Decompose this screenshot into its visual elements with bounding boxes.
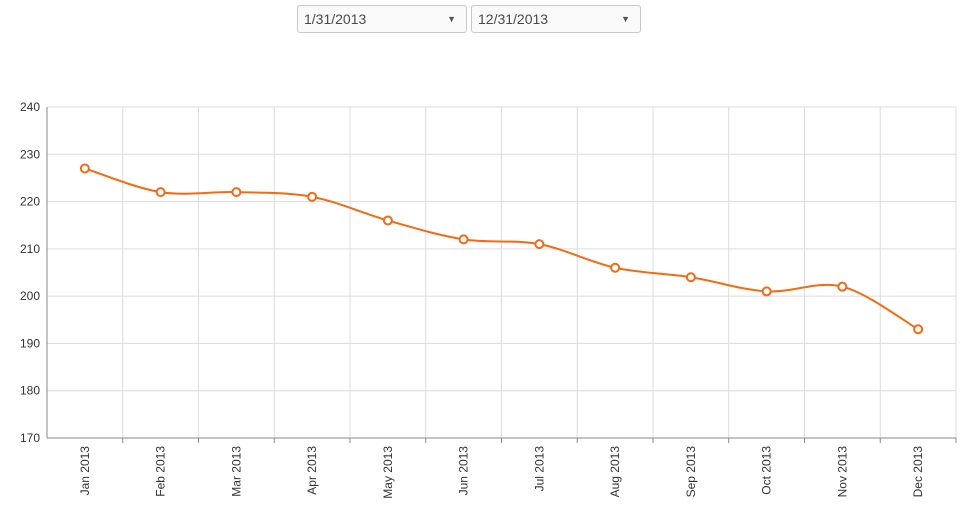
x-tick-label: Jan 2013 bbox=[78, 446, 92, 496]
data-point bbox=[685, 272, 696, 283]
y-tick-label: 170 bbox=[20, 431, 40, 445]
data-point bbox=[761, 286, 772, 297]
y-tick-label: 190 bbox=[20, 336, 40, 350]
x-tick-label: Feb 2013 bbox=[154, 446, 168, 497]
x-tick-label: Dec 2013 bbox=[911, 446, 925, 498]
y-tick-label: 180 bbox=[20, 384, 40, 398]
x-tick-label: Mar 2013 bbox=[229, 446, 243, 497]
data-point bbox=[534, 239, 545, 250]
y-tick-label: 240 bbox=[20, 100, 40, 114]
y-tick-label: 210 bbox=[20, 242, 40, 256]
data-point bbox=[307, 191, 318, 202]
x-tick-label: May 2013 bbox=[381, 446, 395, 499]
data-point bbox=[610, 262, 621, 273]
end-date-value: 12/31/2013 bbox=[478, 11, 549, 27]
data-point bbox=[155, 187, 166, 198]
dropdown-arrow-icon: ▼ bbox=[447, 14, 456, 24]
data-point bbox=[382, 215, 393, 226]
y-tick-label: 200 bbox=[20, 289, 40, 303]
end-date-picker[interactable]: 12/31/2013 ▼ bbox=[471, 5, 641, 33]
x-tick-label: Sep 2013 bbox=[684, 446, 698, 498]
dropdown-arrow-icon: ▼ bbox=[621, 14, 630, 24]
y-tick-label: 230 bbox=[20, 147, 40, 161]
x-tick-label: Nov 2013 bbox=[835, 446, 849, 498]
x-tick-label: Jun 2013 bbox=[457, 446, 471, 496]
x-tick-label: Jul 2013 bbox=[532, 446, 546, 492]
x-tick-label: Oct 2013 bbox=[760, 446, 774, 495]
x-tick-label: Aug 2013 bbox=[608, 446, 622, 498]
data-point bbox=[79, 163, 90, 174]
data-point bbox=[231, 187, 242, 198]
start-date-value: 1/31/2013 bbox=[304, 11, 367, 27]
series-line bbox=[84, 167, 919, 331]
x-tick-label: Apr 2013 bbox=[305, 446, 319, 495]
data-point bbox=[913, 324, 924, 335]
data-point bbox=[458, 234, 469, 245]
y-tick-label: 220 bbox=[20, 195, 40, 209]
start-date-picker[interactable]: 1/31/2013 ▼ bbox=[297, 5, 467, 33]
data-point bbox=[837, 281, 848, 292]
